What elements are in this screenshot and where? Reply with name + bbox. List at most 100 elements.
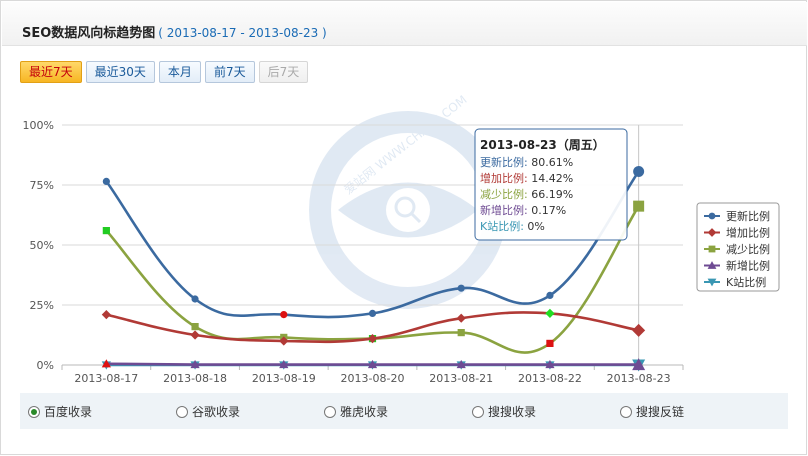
chart-title: SEO数据风向标趋势图( 2013-08-17 - 2013-08-23 ): [22, 22, 327, 41]
data-point: [280, 311, 288, 319]
engine-option-soso[interactable]: 搜搜收录: [472, 403, 536, 420]
tooltip-row-label: 增加比例:: [480, 171, 531, 185]
range-button-last7[interactable]: 最近7天: [20, 61, 82, 83]
data-point: [190, 330, 200, 340]
tooltip-row-value: 0.17%: [531, 204, 566, 217]
engine-label: 百度收录: [44, 405, 93, 419]
engine-label: 谷歌收录: [192, 405, 241, 419]
data-point: [456, 359, 466, 369]
data-point: [546, 339, 554, 347]
date-range: ( 2013-08-17 - 2013-08-23 ): [158, 26, 327, 40]
data-point: [457, 284, 465, 292]
title-text: SEO数据风向标趋势图: [22, 26, 156, 41]
radio-icon: [28, 405, 40, 418]
legend-marker: [707, 278, 717, 287]
data-point: [102, 177, 110, 185]
y-tick-label: 100%: [23, 119, 54, 132]
data-point: [456, 313, 466, 323]
tooltip-row: 更新比例: 80.61%: [480, 155, 573, 169]
legend-marker: [708, 245, 716, 253]
hover-tooltip: 2013-08-23（周五）更新比例: 80.61%增加比例: 14.42%减少…: [474, 128, 628, 241]
watermark-logo: 爱站网 WWW.CHAOJI.COM: [309, 93, 507, 309]
range-button-prev7[interactable]: 前7天: [204, 61, 255, 83]
range-button-next7[interactable]: 后7天: [258, 61, 309, 83]
engine-option-soso-backlinks[interactable]: 搜搜反链: [620, 403, 684, 420]
legend-marker: [707, 261, 717, 269]
range-button-this-month[interactable]: 本月: [158, 61, 201, 83]
tooltip-row: 增加比例: 14.42%: [480, 171, 573, 185]
data-point: [633, 200, 645, 212]
trend-chart[interactable]: 爱站网 WWW.CHAOJI.COM 0% 25% 50% 75% 100% 2013-08…: [0, 0, 808, 392]
legend-label: 新增比例: [726, 259, 770, 273]
engine-option-yahoo[interactable]: 雅虎收录: [324, 403, 388, 420]
y-tick-label: 25%: [30, 299, 54, 312]
data-point: [633, 166, 645, 178]
data-point: [545, 308, 555, 318]
engine-option-google[interactable]: 谷歌收录: [176, 403, 240, 420]
panel-header: SEO数据风向标趋势图( 2013-08-17 - 2013-08-23 ): [2, 2, 807, 46]
x-tick-label: 2013-08-19: [252, 372, 316, 385]
engine-label: 搜搜收录: [488, 405, 537, 419]
data-point: [191, 323, 199, 331]
series-1: [102, 166, 645, 319]
x-tick-label: 2013-08-17: [74, 372, 138, 385]
tooltip-row-value: 80.61%: [531, 156, 573, 169]
range-button-row: 最近7天 最近30天 本月 前7天 后7天: [20, 61, 309, 83]
tooltip-row-label: 新增比例:: [480, 203, 531, 217]
legend-marker: [707, 228, 717, 237]
x-tick-label: 2013-08-18: [163, 372, 227, 385]
data-point: [632, 323, 646, 337]
tooltip-row-value: 66.19%: [531, 188, 573, 201]
legend-label: 减少比例: [726, 242, 770, 256]
data-point: [101, 310, 111, 320]
watermark-pupil: [386, 188, 430, 232]
legend-label: 增加比例: [726, 226, 770, 240]
tooltip-row: 新增比例: 0.17%: [480, 203, 566, 217]
y-tick-label: 0%: [37, 359, 54, 372]
tooltip-row-value: 0%: [527, 220, 544, 233]
data-point: [367, 334, 378, 344]
data-point: [632, 358, 646, 371]
x-tick-label: 2013-08-21: [429, 372, 493, 385]
tooltip-title: 2013-08-23（周五）: [480, 137, 605, 152]
watermark-magnifier-handle: [410, 212, 422, 224]
data-point: [279, 359, 289, 369]
engine-label: 雅虎收录: [340, 405, 389, 419]
data-point: [191, 295, 199, 303]
y-tick-label: 75%: [30, 179, 54, 192]
search-engine-bar: 百度收录 谷歌收录 雅虎收录 搜搜收录 搜搜反链: [20, 393, 788, 429]
tooltip-row: 减少比例: 66.19%: [480, 187, 573, 201]
legend-marker: [708, 212, 716, 220]
radio-icon: [472, 405, 484, 418]
legend-label: K站比例: [726, 275, 766, 289]
tooltip-row-label: K站比例:: [480, 219, 527, 233]
data-point: [102, 227, 110, 235]
data-point: [368, 309, 377, 317]
radio-icon: [176, 405, 188, 418]
y-tick-label: 50%: [30, 239, 54, 252]
data-point: [457, 329, 465, 337]
engine-label: 搜搜反链: [636, 405, 685, 419]
data-point: [545, 359, 555, 369]
data-point: [367, 359, 378, 369]
x-tick-label: 2013-08-22: [518, 372, 582, 385]
series-4: [101, 358, 646, 371]
data-point: [279, 336, 289, 346]
x-tick-label: 2013-08-23: [607, 372, 671, 385]
radio-icon: [324, 405, 336, 418]
series-2: [101, 308, 646, 346]
legend-label: 更新比例: [726, 209, 770, 223]
chart-grid: 0% 25% 50% 75% 100% 2013-08-17 2013-08-18 2013-…: [23, 119, 684, 385]
tooltip-row: K站比例: 0%: [480, 219, 545, 233]
tooltip-box: [474, 128, 628, 241]
engine-option-baidu[interactable]: 百度收录: [28, 403, 92, 420]
watermark-magnifier: [394, 196, 416, 218]
data-point: [101, 359, 111, 368]
legend-box: [696, 202, 780, 292]
range-button-last30[interactable]: 最近30天: [85, 61, 155, 83]
data-point: [190, 359, 200, 369]
tooltip-row-value: 14.42%: [531, 172, 573, 185]
data-point: [546, 291, 554, 299]
tooltip-row-label: 更新比例:: [480, 155, 531, 169]
